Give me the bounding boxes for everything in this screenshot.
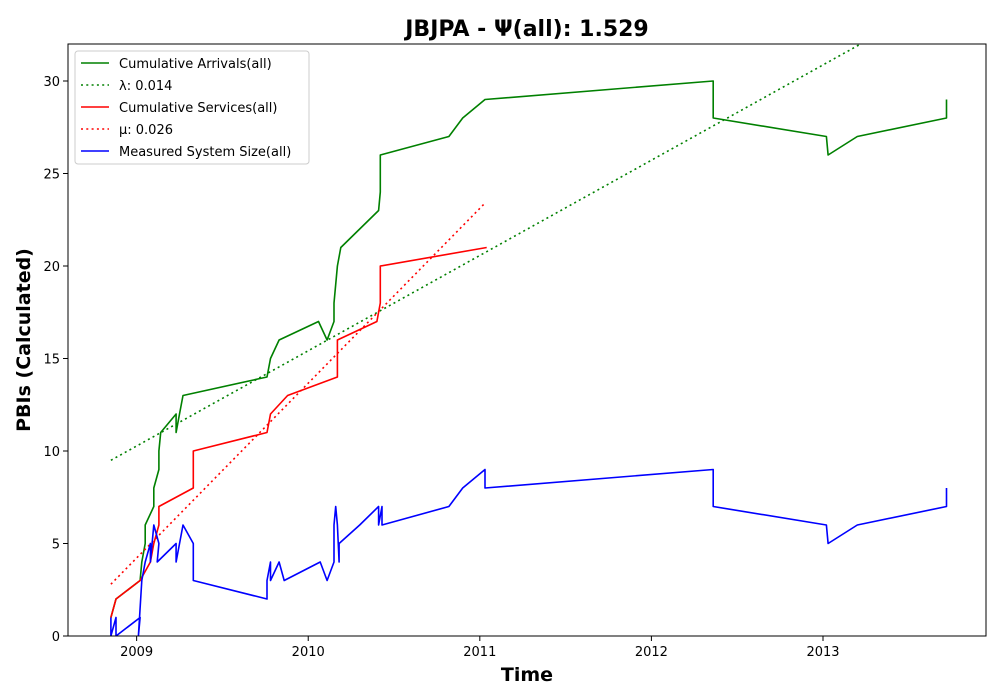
plot-frame [67,43,987,637]
y-tick-label: 20 [43,260,60,275]
legend-label: λ: 0.014 [119,79,172,94]
legend: Cumulative Arrivals(all) λ: 0.014 Cumulati… [74,50,310,165]
x-tick-label: 2012 [635,645,668,660]
series-line-cumulative-arrivals-all [110,80,948,618]
x-tick-label: 2010 [292,645,325,660]
y-tick-label: 0 [52,630,60,645]
legend-label: Cumulative Arrivals(all) [119,57,272,72]
x-tick-label: 2013 [806,645,839,660]
y-tick-label: 15 [43,353,60,368]
y-tick-label: 30 [43,75,60,90]
y-axis-label: PBIs (Calculated) [13,248,35,432]
series-layer [110,44,948,636]
y-tick-label: 10 [43,445,60,460]
legend-box [74,50,310,165]
x-tick-label: 2011 [463,645,496,660]
series-line-measured-system-size-all [110,468,948,636]
y-tick-label: 25 [43,168,60,183]
legend-label: Measured System Size(all) [119,145,291,160]
y-tick-label: 5 [52,538,60,553]
x-axis: 2009 2010 2011 2012 2013 [120,636,840,660]
chart-title: JBJPA - Ψ(all): 1.529 [403,17,649,42]
x-tick-label: 2009 [120,645,153,660]
x-axis-label: Time [501,664,553,686]
y-axis: 0 5 10 15 20 25 30 [43,75,68,645]
legend-label: Cumulative Services(all) [119,101,277,116]
legend-label: μ: 0.026 [119,123,173,138]
